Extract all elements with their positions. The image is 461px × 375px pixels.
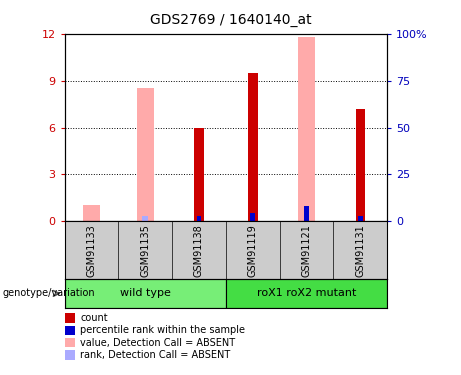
Text: value, Detection Call = ABSENT: value, Detection Call = ABSENT [80,338,235,348]
Text: GSM91135: GSM91135 [140,224,150,277]
Text: GSM91119: GSM91119 [248,224,258,277]
Text: genotype/variation: genotype/variation [2,288,95,298]
Bar [355,109,365,221]
Text: roX1 roX2 mutant: roX1 roX2 mutant [257,288,356,298]
Bar [194,128,204,221]
Bar [226,279,387,308]
Bar [196,216,201,221]
Bar [136,88,154,221]
Text: GSM91131: GSM91131 [355,224,366,277]
Bar [248,73,258,221]
Bar [304,206,309,221]
Bar [65,279,226,308]
Bar [250,213,255,221]
Text: rank, Detection Call = ABSENT: rank, Detection Call = ABSENT [80,350,230,360]
Bar [358,216,363,221]
Text: percentile rank within the sample: percentile rank within the sample [80,325,245,335]
Text: GSM91133: GSM91133 [86,224,96,277]
Bar [298,37,315,221]
Text: GSM91121: GSM91121 [301,224,312,277]
Bar [83,205,100,221]
Text: GDS2769 / 1640140_at: GDS2769 / 1640140_at [150,13,311,27]
Text: count: count [80,313,108,323]
Text: wild type: wild type [120,288,171,298]
Bar [142,216,148,221]
Text: GSM91138: GSM91138 [194,224,204,277]
